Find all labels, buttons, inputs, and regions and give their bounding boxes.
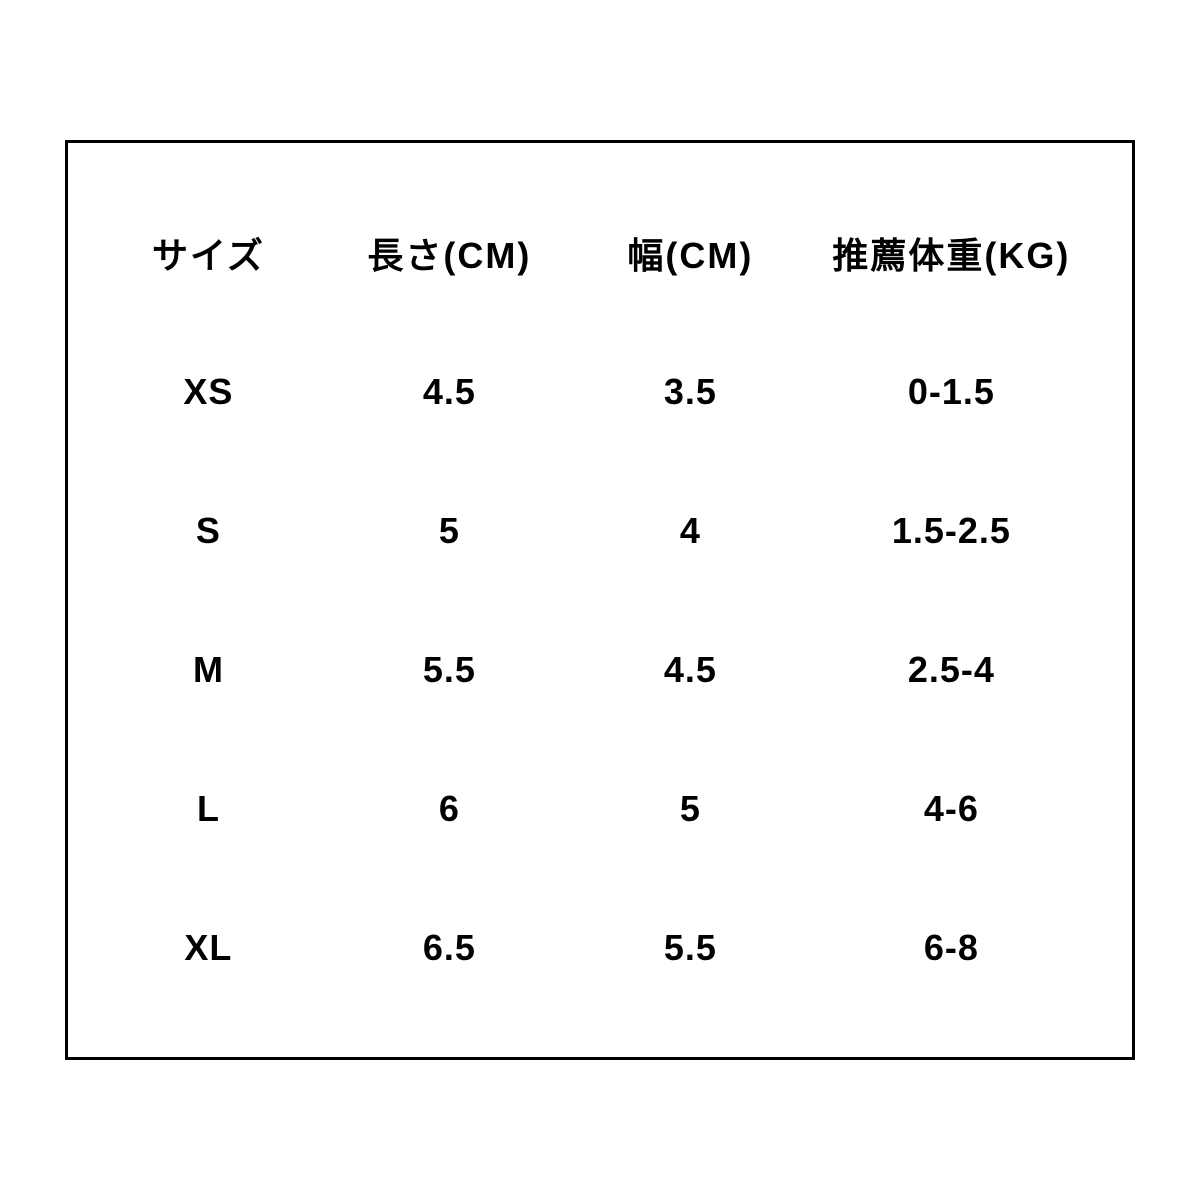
header-weight: 推薦体重(KG) [801, 227, 1102, 279]
cell-size: XL [98, 927, 319, 969]
cell-length: 5.5 [319, 649, 580, 691]
cell-length: 6.5 [319, 927, 580, 969]
table-row: XL 6.5 5.5 6-8 [98, 878, 1102, 1017]
cell-width: 5 [580, 788, 801, 830]
header-width: 幅(CM) [580, 227, 801, 279]
cell-weight: 0-1.5 [801, 371, 1102, 413]
cell-size: L [98, 788, 319, 830]
cell-weight: 4-6 [801, 788, 1102, 830]
cell-width: 3.5 [580, 371, 801, 413]
cell-size: M [98, 649, 319, 691]
table-row: M 5.5 4.5 2.5-4 [98, 600, 1102, 739]
cell-size: S [98, 510, 319, 552]
table-row: XS 4.5 3.5 0-1.5 [98, 322, 1102, 461]
table-row: S 5 4 1.5-2.5 [98, 461, 1102, 600]
cell-width: 4.5 [580, 649, 801, 691]
header-size: サイズ [98, 227, 319, 279]
size-table: サイズ 長さ(CM) 幅(CM) 推薦体重(KG) XS 4.5 3.5 0-1… [65, 140, 1135, 1060]
cell-length: 6 [319, 788, 580, 830]
cell-length: 4.5 [319, 371, 580, 413]
cell-size: XS [98, 371, 319, 413]
table-header-row: サイズ 長さ(CM) 幅(CM) 推薦体重(KG) [98, 183, 1102, 322]
cell-width: 4 [580, 510, 801, 552]
cell-length: 5 [319, 510, 580, 552]
table-row: L 6 5 4-6 [98, 739, 1102, 878]
cell-width: 5.5 [580, 927, 801, 969]
cell-weight: 6-8 [801, 927, 1102, 969]
cell-weight: 1.5-2.5 [801, 510, 1102, 552]
cell-weight: 2.5-4 [801, 649, 1102, 691]
header-length: 長さ(CM) [319, 227, 580, 279]
